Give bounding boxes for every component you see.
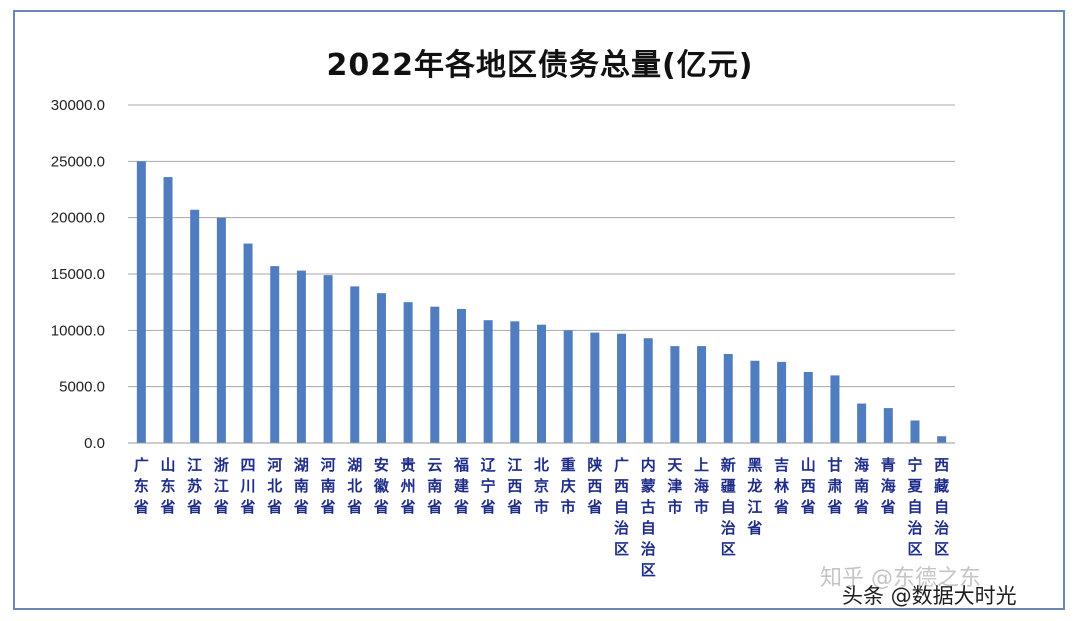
x-tick-label: 河北省	[266, 456, 282, 516]
x-tick-label: 海南省	[853, 456, 869, 516]
y-tick-label: 30000.0	[51, 97, 105, 114]
bar	[590, 332, 600, 443]
x-axis-labels: 广东省山东省江苏省浙江省四川省河北省湖南省河南省湖北省安徽省贵州省云南省福建省辽…	[133, 456, 949, 579]
bar	[937, 436, 947, 443]
x-tick-label: 内蒙古自治区	[641, 456, 656, 579]
x-tick-label: 湖北省	[346, 456, 362, 516]
bar	[216, 217, 226, 443]
y-tick-label: 10000.0	[51, 322, 105, 339]
bar	[723, 353, 733, 443]
x-tick-label: 浙江省	[213, 456, 229, 516]
x-tick-label: 青海省	[880, 456, 896, 516]
bar	[243, 243, 253, 443]
chart-title: 2022年各地区债务总量(亿元)	[326, 48, 754, 83]
x-tick-label: 天津市	[667, 456, 683, 516]
bar	[777, 361, 787, 443]
y-tick-label: 15000.0	[51, 266, 105, 283]
bar	[136, 161, 146, 444]
x-tick-label: 上海市	[694, 456, 709, 516]
bar	[163, 177, 173, 443]
bar	[430, 306, 440, 443]
bar	[537, 324, 546, 443]
chart-frame	[13, 10, 1065, 610]
x-tick-label: 吉林省	[773, 456, 790, 516]
bar	[857, 403, 867, 443]
x-tick-label: 福建省	[453, 456, 470, 516]
bar	[697, 346, 707, 443]
bar	[670, 346, 680, 443]
bar	[270, 266, 280, 443]
x-tick-label: 甘肃省	[826, 456, 842, 516]
bar	[296, 270, 306, 443]
y-tick-label: 25000.0	[51, 153, 105, 170]
bar	[456, 308, 466, 443]
bar	[750, 360, 760, 443]
bars	[136, 161, 947, 444]
x-tick-label: 黑龙江省	[746, 456, 762, 537]
x-tick-label: 云南省	[426, 456, 442, 516]
x-tick-label: 宁夏自治区	[906, 456, 923, 558]
bar	[643, 338, 653, 443]
x-tick-label: 山东省	[160, 456, 176, 516]
bar	[910, 420, 920, 443]
bar	[190, 209, 200, 443]
bar	[563, 330, 573, 443]
x-tick-label: 北京市	[534, 456, 549, 516]
bar	[376, 293, 386, 443]
x-tick-label: 山西省	[800, 456, 816, 516]
bar	[617, 333, 627, 443]
x-tick-label: 湖南省	[293, 456, 309, 516]
y-tick-label: 20000.0	[51, 210, 105, 227]
bar	[350, 286, 360, 443]
x-tick-label: 贵州省	[400, 456, 416, 516]
x-tick-label: 辽宁省	[480, 456, 496, 516]
y-tick-label: 0.0	[84, 435, 105, 452]
x-tick-label: 河南省	[320, 456, 336, 516]
x-tick-label: 陕西省	[586, 456, 602, 516]
x-tick-label: 四川省	[240, 456, 256, 516]
bar	[483, 320, 493, 443]
toutiao-watermark: 头条 @数据大时光	[842, 584, 1017, 608]
y-axis-ticks: 30000.0 25000.0 20000.0 15000.0 10000.0 5000.…	[51, 97, 105, 452]
bar	[510, 321, 520, 443]
bar	[403, 302, 413, 443]
x-tick-label: 重庆市	[561, 456, 576, 516]
x-tick-label: 新疆自治区	[721, 456, 736, 558]
bar	[883, 408, 893, 443]
x-tick-label: 江西省	[506, 456, 522, 516]
x-tick-label: 广西自治区	[614, 456, 629, 558]
zhihu-watermark: 知乎 @东德之东	[820, 566, 981, 591]
x-tick-label: 江苏省	[186, 456, 202, 516]
x-tick-label: 广东省	[133, 456, 149, 516]
x-tick-label: 安徽省	[373, 456, 390, 516]
bar	[830, 375, 840, 443]
y-tick-label: 5000.0	[59, 379, 105, 396]
bar	[323, 275, 333, 443]
x-tick-label: 西藏自治区	[934, 456, 949, 558]
bar	[803, 372, 813, 443]
